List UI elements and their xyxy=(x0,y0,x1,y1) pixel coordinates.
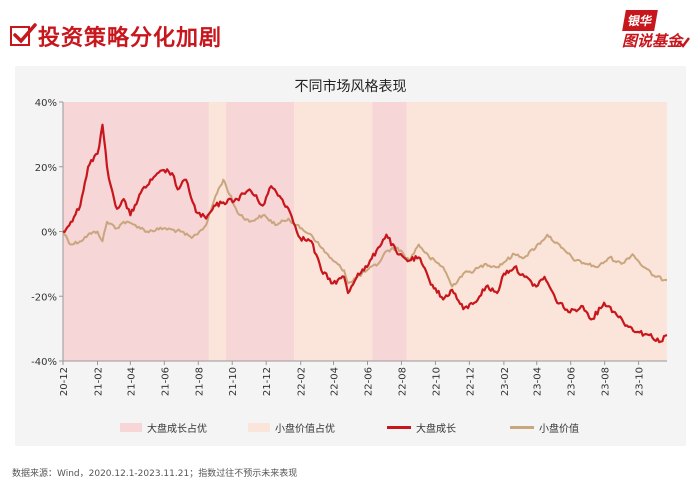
legend-label: 大盘成长占优 xyxy=(147,424,207,435)
chart-card: 不同市场风格表现 40% 20% 0% -20% -40% 20-12 21-02 21-04… xyxy=(15,66,686,446)
legend-item: 大盘成长占优 xyxy=(120,420,207,435)
x-tick-label: 22-10 xyxy=(431,367,442,396)
period-band xyxy=(406,102,667,361)
x-tick-label: 23-02 xyxy=(500,367,511,396)
y-tick-label: 20% xyxy=(35,163,57,174)
period-band xyxy=(63,102,209,361)
chart-svg: 40% 20% 0% -20% -40%20-12 21-02 21-04 21-06 21-0… xyxy=(31,98,668,396)
legend-swatch xyxy=(120,423,142,432)
x-tick-label: 21-10 xyxy=(228,367,239,396)
legend-item: 大盘成长 xyxy=(387,420,456,435)
page-title: 投资策略分化加剧 xyxy=(38,26,223,51)
y-tick-label: -20% xyxy=(31,292,57,303)
x-tick-label: 22-12 xyxy=(465,367,476,396)
brand-check-icon xyxy=(678,37,690,48)
source-note: 数据来源：Wind，2020.12.1-2023.11.21；指数过往不预示未来… xyxy=(12,469,298,479)
period-band xyxy=(226,102,295,361)
checkbox-check-icon xyxy=(10,23,37,46)
legend-item: 小盘价值占优 xyxy=(248,420,335,435)
period-band xyxy=(372,102,407,361)
legend-label: 大盘成长 xyxy=(416,424,456,435)
legend-label: 小盘价值占优 xyxy=(275,424,335,435)
x-tick-label: 21-02 xyxy=(94,367,105,396)
x-tick-label: 21-06 xyxy=(160,367,171,396)
series-line-large-growth xyxy=(62,123,668,344)
x-tick-label: 23-06 xyxy=(567,367,578,396)
page-header: 投资策略分化加剧 xyxy=(10,18,222,54)
legend-swatch xyxy=(248,423,270,432)
x-tick-label: 21-08 xyxy=(194,367,205,396)
x-tick-label: 22-08 xyxy=(397,367,408,396)
x-tick-label: 23-08 xyxy=(601,367,612,396)
brand-logo: 银华 图说基金 xyxy=(608,10,690,56)
x-tick-label: 23-10 xyxy=(635,367,646,396)
legend-label: 小盘价值 xyxy=(539,424,579,435)
y-tick-label: 0% xyxy=(41,228,57,239)
x-tick-label: 21-12 xyxy=(262,367,273,396)
x-tick-label: 22-04 xyxy=(330,367,341,396)
x-tick-label: 22-02 xyxy=(297,367,308,396)
x-tick-label: 22-06 xyxy=(364,367,375,396)
brand-line2: 图说基金 xyxy=(621,32,682,50)
x-tick-label: 23-04 xyxy=(533,367,544,396)
y-tick-label: -40% xyxy=(31,357,57,368)
y-tick-label: 40% xyxy=(35,98,57,109)
period-band xyxy=(208,102,227,361)
x-tick-label: 20-12 xyxy=(59,367,70,396)
x-tick-label: 21-04 xyxy=(126,367,137,396)
series-line-small-value xyxy=(62,178,668,288)
brand-line1: 银华 xyxy=(622,10,658,31)
chart-title: 不同市场风格表现 xyxy=(294,79,407,95)
legend-item: 小盘价值 xyxy=(510,420,579,435)
chart-legend: 大盘成长占优 小盘价值占优 大盘成长 小盘价值 xyxy=(15,420,686,440)
legend-swatch xyxy=(510,426,534,429)
legend-swatch xyxy=(387,426,411,429)
period-band xyxy=(294,102,373,361)
